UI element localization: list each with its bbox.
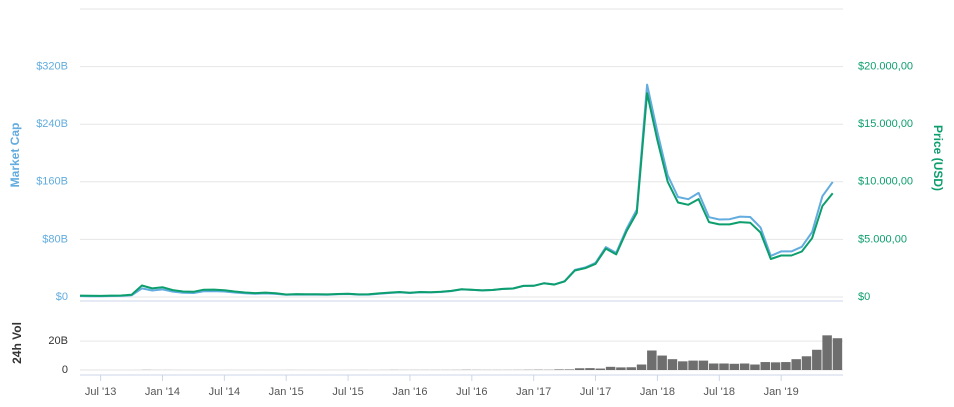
y2-tick-label: $0 (858, 291, 870, 303)
y-tick-label: $0 (56, 291, 68, 303)
x-tick-label: Jul '14 (209, 386, 240, 398)
volume-bar (678, 361, 688, 370)
volume-bar (812, 349, 822, 370)
x-tick-label: Jan '17 (516, 386, 551, 398)
volume-bar (750, 364, 760, 370)
x-tick-label: Jul '18 (704, 386, 735, 398)
y-tick-label: $320B (36, 61, 68, 73)
volume-bar (698, 360, 709, 370)
volume-bar (636, 364, 647, 370)
x-tick-label: Jul '13 (85, 386, 116, 398)
volume-bar (657, 355, 667, 370)
x-tick-label: Jan '19 (764, 386, 799, 398)
y-tick-label: 0 (62, 364, 68, 376)
volume-bar (595, 368, 606, 370)
x-tick-label: Jul '17 (580, 386, 611, 398)
series-line (79, 92, 834, 297)
volume-bar (688, 360, 698, 370)
x-tick-label: Jan '18 (640, 386, 675, 398)
volume-bar (770, 362, 781, 370)
y2-tick-label: $15.000,00 (858, 118, 913, 130)
y2-tick-label: $10.000,00 (858, 176, 913, 188)
volume-bar (801, 356, 812, 370)
volume-bar (822, 335, 832, 370)
y-tick-label: $240B (36, 118, 68, 130)
y-tick-label: 20B (48, 335, 68, 347)
volume-axis-title: 24h Vol (10, 322, 24, 364)
x-tick-label: Jan '14 (145, 386, 180, 398)
volume-bar (585, 368, 595, 370)
series-line (79, 83, 834, 298)
volume-bar (729, 363, 740, 370)
y2-tick-label: $20.000,00 (858, 61, 913, 73)
volume-bar (564, 369, 575, 370)
x-tick-label: Jan '15 (269, 386, 304, 398)
volume-bar (574, 368, 585, 370)
y2-axis-title: Price (USD) (931, 125, 945, 191)
volume-bar (760, 362, 770, 370)
x-tick-label: Jul '16 (456, 386, 487, 398)
volume-bar (739, 363, 750, 370)
volume-bar (791, 359, 801, 370)
volume-bar (667, 359, 678, 370)
volume-bar (708, 363, 719, 370)
y-tick-label: $160B (36, 176, 68, 188)
x-tick-label: Jul '15 (332, 386, 363, 398)
volume-bar (554, 369, 564, 370)
x-tick-label: Jan '16 (392, 386, 427, 398)
volume-bar (626, 367, 636, 370)
y-tick-label: $80B (42, 233, 68, 245)
volume-bar (781, 362, 791, 370)
y-axis-title: Market Cap (8, 123, 22, 188)
volume-bar (719, 363, 729, 370)
y2-tick-label: $5.000,00 (858, 233, 907, 245)
volume-bar (616, 367, 626, 370)
volume-bar (647, 350, 657, 370)
volume-bar (605, 366, 616, 370)
volume-bar (832, 338, 843, 370)
